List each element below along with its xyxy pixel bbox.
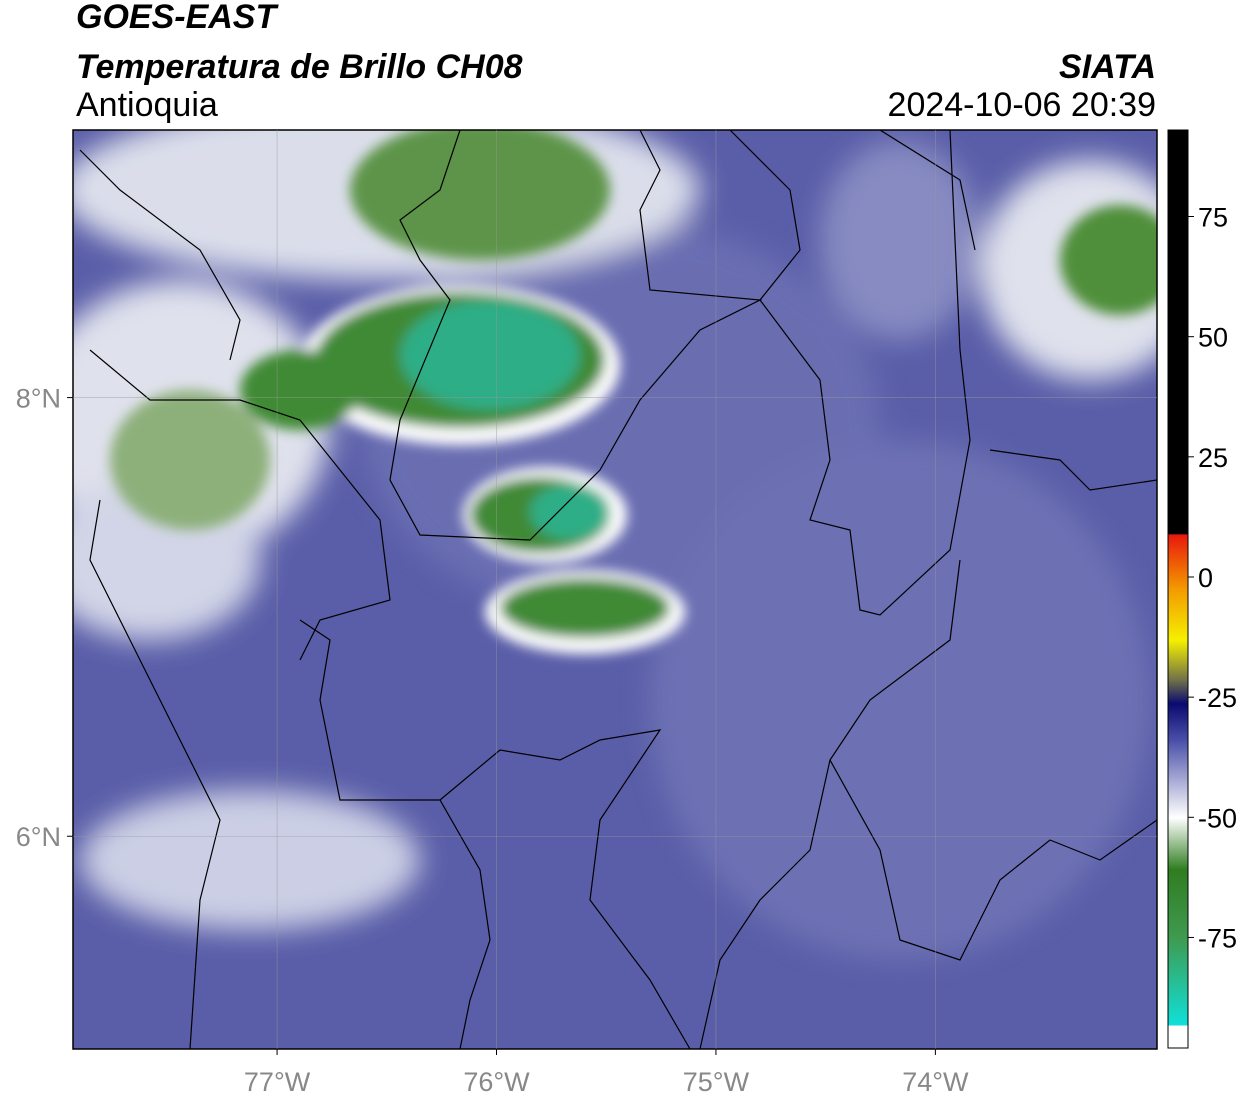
colorbar-tick-label: -50 bbox=[1198, 803, 1237, 833]
title-line1: GOES-EAST bbox=[76, 0, 279, 36]
map-frame bbox=[72, 129, 1158, 1050]
colorbar-tick-label: 0 bbox=[1198, 563, 1213, 593]
region: Antioquia bbox=[76, 86, 218, 124]
colorbar-tick-label: 25 bbox=[1198, 443, 1228, 473]
colorbar-tick-label: 50 bbox=[1198, 323, 1228, 353]
y-tick-label: 8°N bbox=[16, 384, 61, 414]
y-tick-label: 6°N bbox=[16, 822, 61, 852]
colorbar-tick-label: -25 bbox=[1198, 683, 1237, 713]
x-tick-label: 76°W bbox=[463, 1067, 530, 1097]
colorbar-tick-label: 75 bbox=[1198, 203, 1228, 233]
x-tick-label: 77°W bbox=[244, 1067, 311, 1097]
source: SIATA bbox=[1059, 48, 1156, 86]
title-line2: Temperatura de Brillo CH08 bbox=[76, 48, 523, 86]
colorbar-tick-label: -75 bbox=[1198, 923, 1237, 953]
x-tick-label: 75°W bbox=[683, 1067, 750, 1097]
colorbar bbox=[1167, 129, 1189, 1049]
x-tick-label: 74°W bbox=[902, 1067, 969, 1097]
satellite-image bbox=[73, 130, 1157, 1049]
datetime: 2024-10-06 20:39 bbox=[888, 86, 1156, 124]
